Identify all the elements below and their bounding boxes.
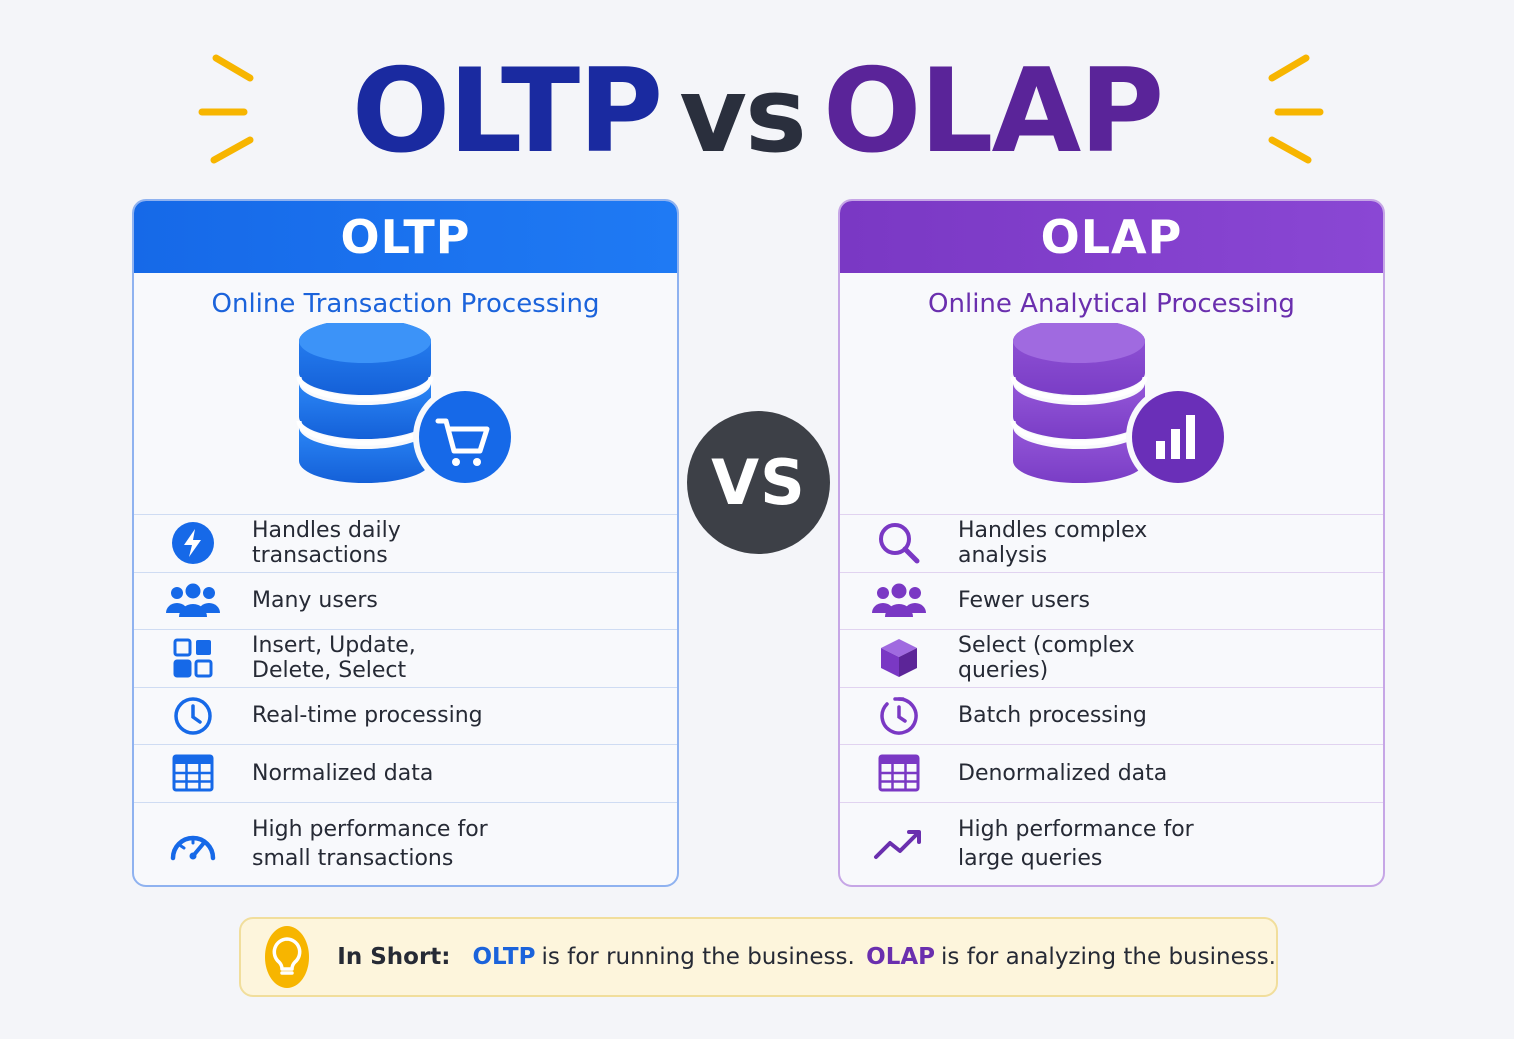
summary-oltp-key: OLTP [472,944,536,970]
list-item: Denormalized data [840,744,1383,802]
list-item: Many users [134,571,677,630]
summary-banner: In Short: OLTP is for running the busine… [239,917,1278,997]
oltp-hero [134,323,677,523]
database-cart-icon [296,323,517,489]
summary-label: In Short: [337,944,451,970]
list-item: Real-time processing [134,686,677,745]
olap-feature-list: Handles complex analysis Fewer users Sel… [840,514,1383,886]
feature-text: Fewer users [958,588,1090,614]
lightbulb-icon [265,926,310,988]
burst-lines-left [198,54,254,164]
feature-text: Normalized data [252,760,434,786]
clock-icon [134,696,252,736]
summary-olap-key: OLAP [866,944,936,970]
table-icon [840,754,958,792]
table-icon [134,754,252,792]
feature-text: Batch processing [958,703,1147,729]
oltp-card: OLTP Online Transaction Processing [132,199,679,887]
list-item: Insert, Update, Delete, Select [134,629,677,687]
list-item: High performance for large queries [840,801,1383,886]
database-chart-icon [1010,323,1230,489]
summary-oltp-text: is for running the business. [541,944,855,970]
vs-badge: VS [687,411,830,554]
cube-icon [840,637,958,679]
page-title: OLTP vs OLAP [0,52,1514,176]
users-icon [840,583,958,619]
feature-text: Select (complex queries) [958,633,1135,684]
list-item: Batch processing [840,686,1383,745]
list-item: High performance for small transactions [134,801,677,886]
olap-hero [840,323,1383,523]
oltp-feature-list: Handles daily transactions Many users In… [134,514,677,886]
list-item: Select (complex queries) [840,629,1383,687]
grid-blocks-icon [134,638,252,678]
timer-icon [840,695,958,737]
database-icon [296,323,434,483]
list-item: Handles daily transactions [134,514,677,572]
feature-text: Many users [252,588,378,614]
cart-icon [413,385,517,489]
users-icon [134,583,252,619]
bar-chart-icon [1126,385,1230,489]
list-item: Normalized data [134,744,677,802]
feature-text: Handles daily transactions [252,518,401,569]
title-olap: OLAP [822,44,1164,179]
list-item: Handles complex analysis [840,514,1383,572]
title-oltp: OLTP [351,44,663,179]
feature-text: Denormalized data [958,760,1168,786]
oltp-subtitle: Online Transaction Processing [211,289,600,319]
search-icon [840,521,958,565]
oltp-heading: OLTP [134,201,677,273]
olap-card: OLAP Online Analytical Processing [838,199,1385,887]
trend-up-icon [840,827,958,861]
feature-text: High performance for small transactions [252,817,488,871]
feature-text: High performance for large queries [958,817,1194,871]
database-icon [1010,323,1148,483]
burst-lines-right [1268,54,1324,164]
feature-text: Insert, Update, Delete, Select [252,633,416,684]
lightning-icon [134,521,252,565]
olap-heading: OLAP [840,201,1383,273]
olap-subtitle: Online Analytical Processing [928,289,1295,319]
speedometer-icon [134,826,252,862]
summary-olap-text: is for analyzing the business. [941,944,1276,970]
feature-text: Real-time processing [252,703,483,729]
title-vs: vs [679,54,807,176]
feature-text: Handles complex analysis [958,518,1148,569]
list-item: Fewer users [840,571,1383,630]
